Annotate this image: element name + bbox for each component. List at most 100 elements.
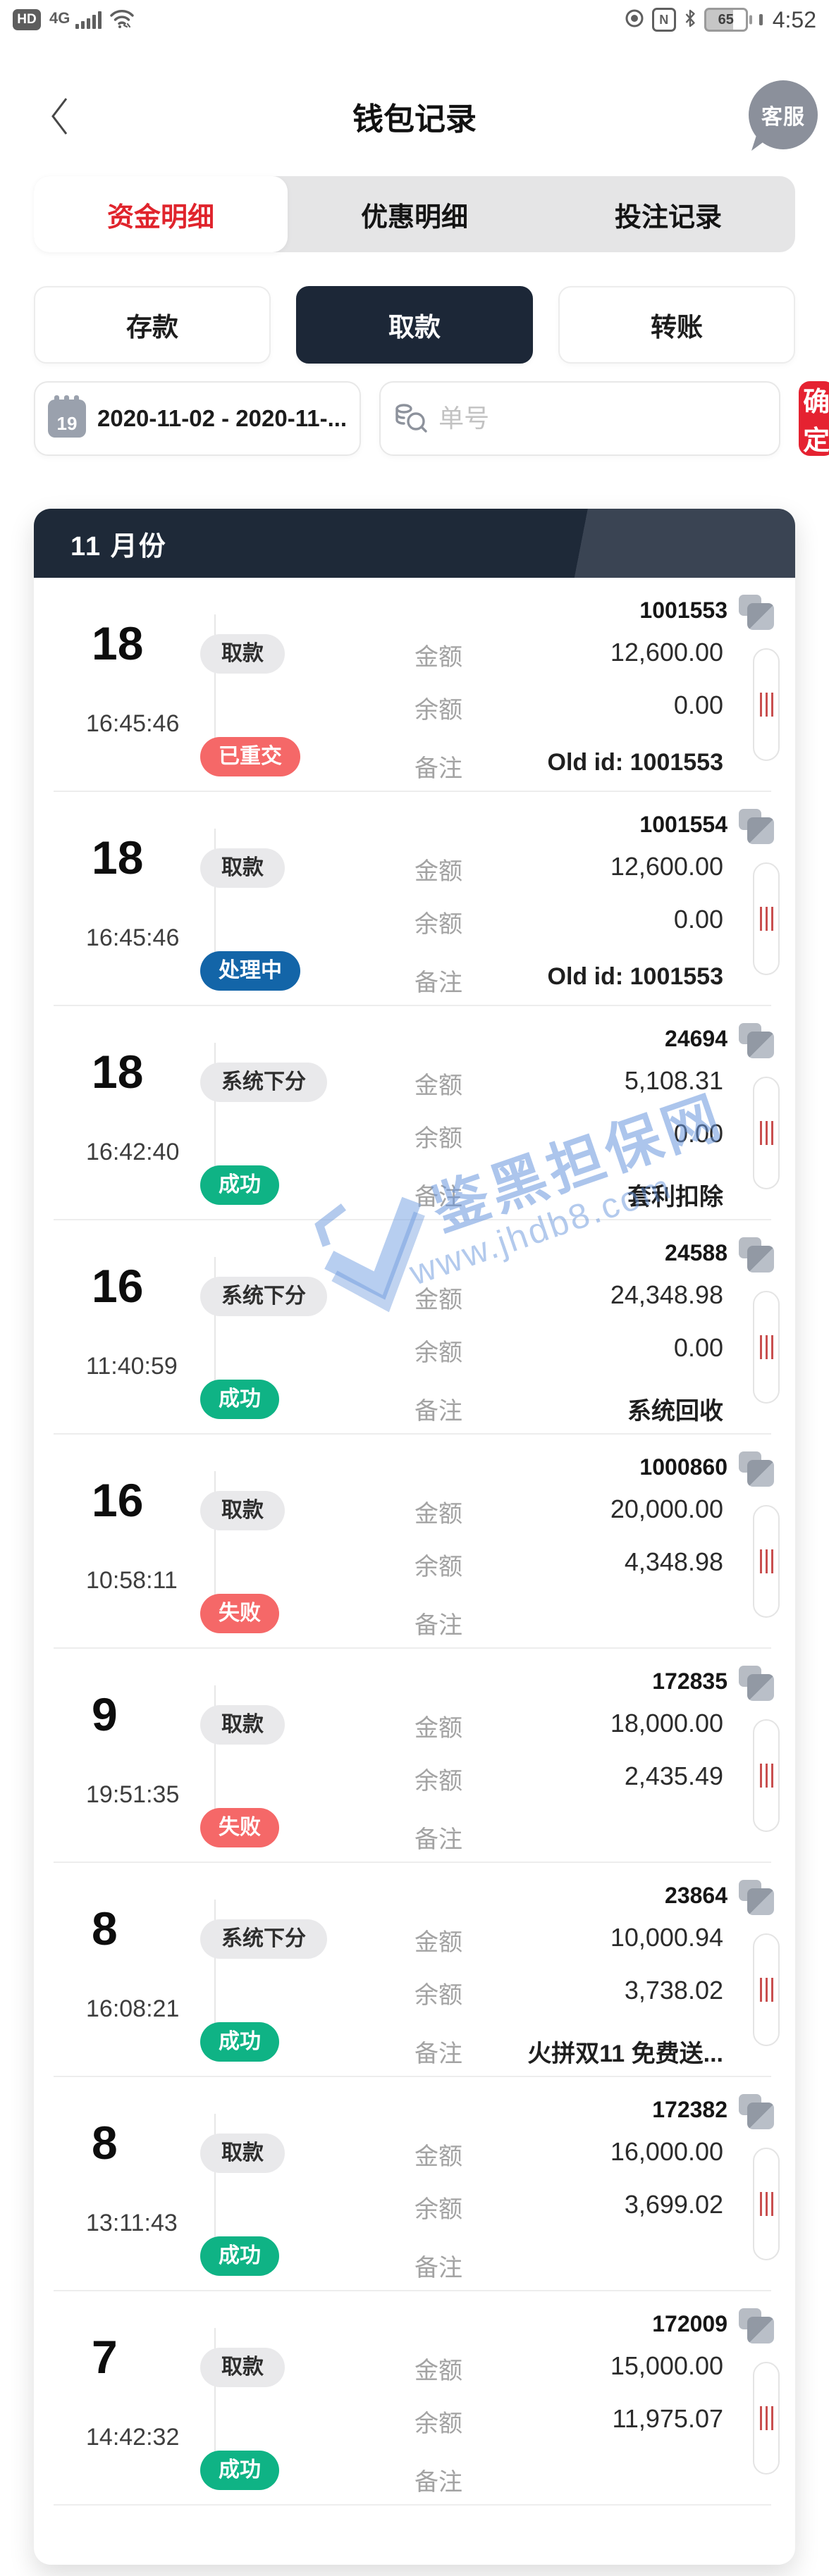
tab-bet-records[interactable]: 投注记录 [614,202,722,233]
balance-label: 余额 [414,2196,462,2223]
bluetooth-icon [683,8,697,32]
remark-value: 系统回收 [627,1398,723,1425]
hd-icon: HD [13,9,41,30]
amount-value: 12,600.00 [610,638,723,667]
record-day: 18 [92,831,144,884]
order-search-field[interactable] [379,381,781,456]
amount-value: 16,000.00 [610,2137,723,2166]
record-status-badge: 失败 [200,1594,279,1633]
record-scrollbar[interactable] [753,1933,780,2046]
record-item: 1000860 16 10:58:11 取款 失败 金额 20,000.00 余… [34,1435,795,1649]
date-range-picker[interactable]: 19 2020-11-02 - 2020-11-... [34,381,362,456]
copy-icon[interactable] [739,1451,774,1487]
record-item: 1001553 18 16:45:46 取款 已重交 金额 12,600.00 … [34,578,795,792]
copy-icon[interactable] [739,1880,774,1915]
amount-label: 金额 [414,1287,462,1313]
record-divider-line [214,2328,216,2469]
record-status-badge: 成功 [200,2022,279,2062]
amount-value: 15,000.00 [610,2351,723,2380]
search-filter-row: 19 2020-11-02 - 2020-11-... 确定 [34,381,829,456]
balance-value: 4,348.98 [624,1547,723,1576]
status-bar: HD 4G N 65 4:52 [0,0,829,39]
record-time: 10:58:11 [86,1567,178,1594]
month-header: 11 月份 [34,509,795,578]
filter-withdraw-button[interactable]: 取款 [296,286,533,364]
balance-label: 余额 [414,911,462,938]
record-id: 172382 [652,2097,727,2122]
record-scrollbar[interactable] [753,1719,780,1832]
records-card: 11 月份 1001553 18 16:45:46 取款 已重交 金额 12,6… [34,509,795,2565]
remark-value: Old id: 1001553 [547,749,723,776]
record-time: 11:40:59 [86,1353,178,1380]
copy-icon[interactable] [739,1237,774,1272]
amount-label: 金额 [414,2143,462,2170]
date-range-value: 2020-11-02 - 2020-11-... [97,405,348,431]
record-type-badge: 系统下分 [200,1063,327,1102]
wifi-icon [109,8,135,32]
record-type-badge: 取款 [200,848,285,888]
copy-icon[interactable] [739,809,774,844]
filter-deposit-button[interactable]: 存款 [34,286,271,364]
record-time: 19:51:35 [86,1781,180,1808]
record-scrollbar[interactable] [753,2362,780,2475]
copy-icon[interactable] [739,1666,774,1701]
record-day: 18 [92,1046,144,1098]
balance-value: 3,699.02 [624,2190,723,2219]
record-item: 172009 7 14:42:32 取款 成功 金额 15,000.00 余额 … [34,2291,795,2506]
remark-label: 备注 [414,1184,462,1210]
record-day: 16 [92,1474,144,1526]
back-button[interactable] [48,96,72,137]
record-day: 16 [92,1260,144,1312]
amount-value: 5,108.31 [624,1066,723,1095]
main-tabs: 资金明细 优惠明细 投注记录 [34,176,795,252]
record-divider-line [214,829,216,970]
record-scrollbar[interactable] [753,1505,780,1618]
record-scrollbar[interactable] [753,2148,780,2260]
record-time: 16:45:46 [86,710,180,737]
record-id: 24694 [665,1026,727,1051]
balance-value: 2,435.49 [624,1761,723,1790]
customer-service-button[interactable]: 客服 [749,80,818,149]
amount-label: 金额 [414,1501,462,1528]
tab-promo-detail[interactable]: 优惠明细 [360,202,468,233]
record-time: 14:42:32 [86,2424,180,2451]
record-type-badge: 取款 [200,1705,285,1745]
remark-value: 套利扣除 [627,1184,723,1210]
record-item: 24694 18 16:42:40 系统下分 成功 金额 5,108.31 余额… [34,1006,795,1220]
record-item: 172835 9 19:51:35 取款 失败 金额 18,000.00 余额 … [34,1649,795,1863]
remark-label: 备注 [414,2469,462,2496]
record-scrollbar[interactable] [753,648,780,761]
record-scrollbar[interactable] [753,1291,780,1404]
copy-icon[interactable] [739,1023,774,1058]
record-time: 16:08:21 [86,1995,180,2022]
record-scrollbar[interactable] [753,862,780,975]
record-status-badge: 处理中 [200,951,300,991]
remark-label: 备注 [414,755,462,782]
record-type-badge: 取款 [200,1491,285,1530]
tab-funds-detail[interactable]: 资金明细 [34,176,288,252]
record-day: 18 [92,617,144,669]
remark-label: 备注 [414,970,462,996]
record-scrollbar[interactable] [753,1077,780,1189]
record-id: 24588 [665,1240,727,1265]
record-type-badge: 系统下分 [200,1919,327,1959]
copy-icon[interactable] [739,2308,774,2343]
order-search-input[interactable] [437,403,768,434]
record-item: 24588 16 11:40:59 系统下分 成功 金额 24,348.98 余… [34,1220,795,1435]
record-divider-line [214,2114,216,2255]
confirm-button[interactable]: 确定 [799,381,829,456]
record-day: 8 [92,1902,118,1955]
record-divider-line [214,1685,216,1826]
copy-icon[interactable] [739,2094,774,2129]
record-id: 1001554 [639,812,727,837]
battery-icon: 65 [704,8,748,32]
copy-icon[interactable] [739,595,774,630]
type-filter-buttons: 存款 取款 转账 [34,286,795,364]
signal-bars-icon [75,11,102,29]
amount-label: 金额 [414,1929,462,1956]
record-status-badge: 成功 [200,1165,279,1205]
balance-label: 余额 [414,1554,462,1580]
balance-label: 余额 [414,697,462,724]
filter-transfer-button[interactable]: 转账 [558,286,795,364]
record-id: 172835 [652,1668,727,1694]
